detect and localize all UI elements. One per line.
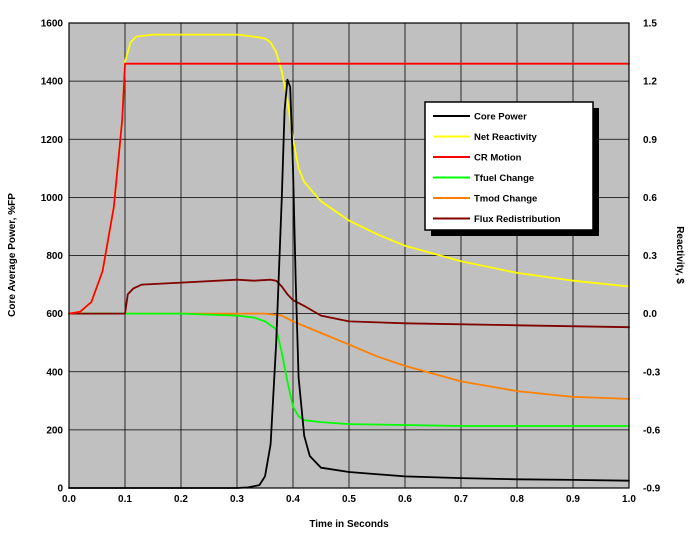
- tick-labels: 0.0 0.1 0.2 0.3 0.4 0.5 0.6 0.7 0.8 0.9 1.0 0 200 400…: [41, 19, 661, 506]
- x-tick-label: 0.5: [342, 494, 356, 505]
- series-line-tfuel-change: [68, 312, 630, 427]
- y-left-tick-label: 1600: [41, 19, 64, 30]
- legend-label: Tfuel Change: [474, 173, 534, 184]
- plot-frame: [68, 22, 630, 489]
- legend-label: Core Power: [474, 112, 527, 123]
- legend-box: [424, 101, 594, 231]
- x-tick-label: 0.3: [230, 494, 244, 505]
- y-left-tick-label: 600: [46, 309, 63, 320]
- x-tick-label: 0.1: [118, 494, 132, 505]
- y-left-tick-label: 400: [46, 367, 63, 378]
- legend: Core Power Net Reactivity CR Motion Tfuel C…: [424, 101, 599, 236]
- y-right-tick-label: 0.9: [643, 135, 657, 146]
- x-axis-title: Time in Seconds: [309, 519, 389, 530]
- x-tick-label: 0.6: [398, 494, 412, 505]
- series-line-flux-redistribution: [68, 278, 630, 329]
- x-tick-label: 0.7: [454, 494, 468, 505]
- legend-items: Core Power Net Reactivity CR Motion Tfuel C…: [433, 112, 561, 225]
- grid-lines: [69, 23, 629, 488]
- y-right-tick-label: 0.3: [643, 251, 657, 262]
- y-left-tick-label: 1000: [41, 193, 64, 204]
- y-right-tick-label: 0.0: [643, 309, 657, 320]
- y-left-tick-label: 200: [46, 425, 63, 436]
- y-right-tick-label: 0.6: [643, 193, 657, 204]
- y-right-tick-label: 1.2: [643, 77, 657, 88]
- legend-label: CR Motion: [474, 153, 522, 164]
- legend-label: Tmod Change: [474, 194, 537, 205]
- y-right-tick-label: -0.3: [643, 367, 661, 378]
- series-line-core-power: [68, 78, 630, 489]
- y-right-tick-label: 1.5: [643, 19, 657, 30]
- y-axis-left-title: Core Average Power, %FP: [7, 193, 18, 317]
- y-right-tick-label: -0.6: [643, 425, 661, 436]
- series-line-tmod-change: [68, 312, 630, 400]
- x-tick-label: 1.0: [622, 494, 636, 505]
- legend-label: Flux Redistribution: [474, 214, 561, 225]
- y-right-tick-label: -0.9: [643, 484, 661, 495]
- x-tick-label: 0.8: [510, 494, 524, 505]
- series-lines: [68, 33, 630, 489]
- y-axis-right-title: Reactivity, $: [674, 226, 685, 284]
- x-tick-label: 0.4: [286, 494, 300, 505]
- x-tick-label: 0.9: [566, 494, 580, 505]
- y-left-tick-label: 0: [57, 484, 63, 495]
- y-left-tick-label: 1200: [41, 135, 64, 146]
- legend-label: Net Reactivity: [474, 132, 538, 143]
- y-left-tick-label: 1400: [41, 77, 64, 88]
- series-line-cr-motion: [68, 62, 630, 315]
- y-left-tick-label: 800: [46, 251, 63, 262]
- x-tick-label: 0.2: [174, 494, 188, 505]
- x-tick-label: 0.0: [62, 494, 76, 505]
